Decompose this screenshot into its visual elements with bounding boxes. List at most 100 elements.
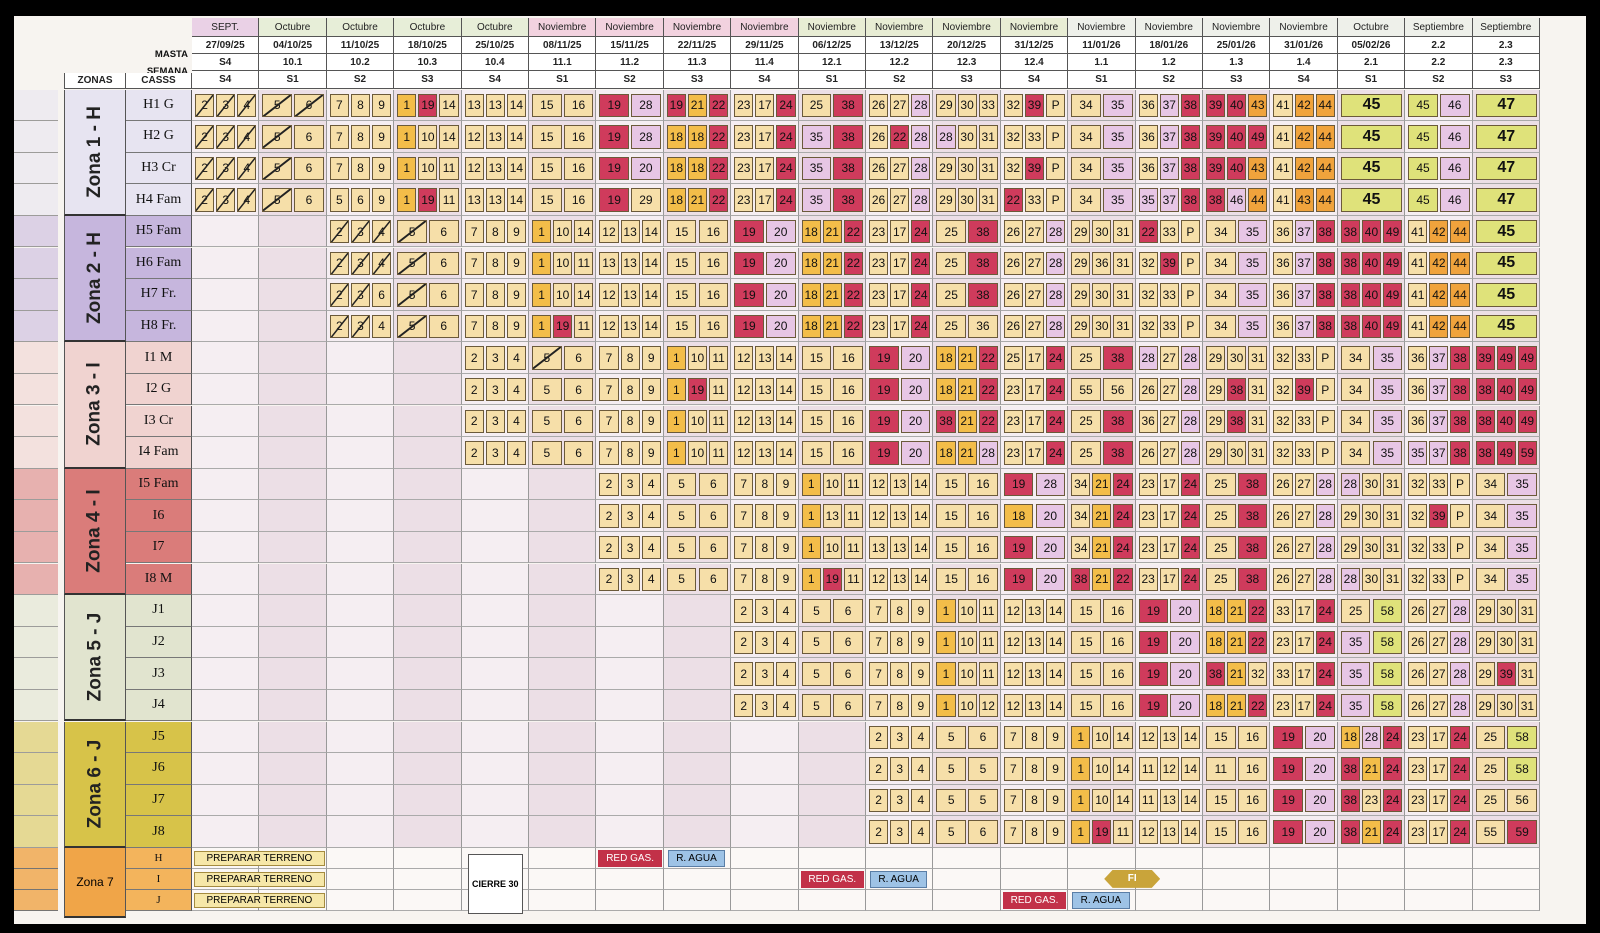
task-box: 30 — [1361, 472, 1382, 497]
task-box: 19 — [1092, 820, 1112, 844]
task-box: 45 — [1475, 283, 1537, 307]
masta-header: 11.4 — [731, 54, 799, 71]
task-box: 21 — [957, 409, 977, 434]
task-box: 22 — [1138, 219, 1158, 244]
task-box: 28 — [1315, 472, 1335, 497]
task-box: 23 — [1138, 504, 1158, 528]
task-box: 24 — [1180, 472, 1200, 497]
grid-cell — [259, 563, 327, 596]
grid-cell — [394, 626, 462, 659]
task-box: 7 — [734, 504, 754, 528]
task-box: 3 — [890, 757, 910, 781]
task-box: 6 — [294, 93, 324, 118]
task-box: 44 — [1315, 93, 1335, 118]
zone7-row-label: J — [126, 889, 192, 911]
task-box: 10 — [418, 125, 438, 149]
task-box: 22 — [978, 377, 998, 402]
task-box: P — [1180, 283, 1200, 307]
month-header: Noviembre — [596, 18, 664, 37]
task-box: 28 — [1450, 662, 1470, 686]
task-box: 5 — [666, 567, 697, 592]
task-box: 16 — [833, 441, 863, 465]
task-box: 14 — [641, 283, 661, 307]
task-box: 44 — [1315, 188, 1335, 212]
task-box: 21 — [687, 188, 708, 212]
task-box: 3 — [755, 693, 775, 718]
task-box: 28 — [1450, 693, 1470, 718]
task-box: 4 — [506, 346, 526, 370]
task-box: 21 — [1092, 567, 1112, 592]
task-box: 14 — [776, 377, 796, 402]
task-box: 43 — [1248, 93, 1268, 118]
semana-header: S3 — [1203, 71, 1271, 89]
task-box: 7 — [329, 125, 349, 149]
task-box: 31 — [978, 125, 998, 149]
semana-label: SEMANA — [146, 65, 188, 77]
task-box: 1 — [666, 409, 686, 434]
task-box: 3 — [216, 188, 236, 212]
house-label: I5 Fam — [126, 468, 192, 501]
row-stub — [14, 721, 58, 754]
task-box: 3 — [890, 820, 910, 844]
schedule-sheet: SEPT. 27/09/25 S4 S4 Octubre 04/10/25 10.1 S1 Oc… — [14, 16, 1586, 924]
semana-header: S2 — [326, 71, 395, 89]
task-box: 19 — [418, 188, 438, 212]
grid-cell — [192, 437, 260, 469]
task-box: 31 — [1383, 504, 1403, 528]
prepare-ground-tag: PREPARAR TERRENO — [194, 850, 325, 866]
zone7-label: Zona 7 — [64, 847, 126, 918]
task-box: 23 — [1361, 788, 1382, 813]
grid-cell — [461, 658, 529, 690]
task-box: 24 — [1113, 504, 1133, 528]
task-box: 39 — [1294, 377, 1314, 402]
task-box: 37 — [1159, 125, 1179, 149]
task-box: 20 — [900, 346, 931, 370]
task-box: 49 — [1517, 346, 1537, 370]
task-box: 40 — [1227, 125, 1247, 149]
task-box: 19 — [734, 219, 764, 244]
task-box: 42 — [1294, 125, 1314, 149]
task-box: 34 — [1071, 535, 1091, 560]
task-box: 2 — [464, 377, 484, 402]
task-box: 23 — [734, 156, 754, 181]
task-box: 34 — [1475, 472, 1506, 497]
task-box: 3 — [485, 409, 505, 434]
task-box: 11 — [709, 409, 729, 434]
task-box: 8 — [1024, 725, 1045, 750]
task-box: 39 — [1024, 156, 1045, 181]
task-box: 33 — [1273, 599, 1293, 623]
grid-cell — [192, 342, 260, 374]
task-box: 30 — [1361, 504, 1382, 528]
task-box: 10 — [1092, 788, 1112, 813]
task-box: 28 — [1315, 567, 1335, 592]
water-network-tag: R. AGUA — [1072, 891, 1130, 909]
task-box: 35 — [1340, 693, 1371, 718]
task-box: 5 — [936, 757, 967, 781]
grid-cell — [529, 721, 597, 754]
grid-cell — [394, 689, 462, 722]
semana-header: S3 — [1472, 71, 1540, 89]
task-box: 2 — [195, 125, 215, 149]
task-box: 4 — [641, 472, 661, 497]
task-box: 23 — [734, 125, 754, 149]
task-box: 11 — [978, 662, 998, 686]
task-box: 8 — [1024, 788, 1045, 813]
task-box: 4 — [641, 535, 661, 560]
task-box: 38 — [1475, 409, 1495, 434]
grid-cell — [192, 753, 260, 785]
grid-cell — [259, 721, 327, 754]
task-box: 1 — [666, 441, 686, 465]
task-box: 11 — [978, 630, 998, 655]
task-box: 2 — [869, 725, 889, 750]
task-box: 35 — [1102, 93, 1133, 118]
task-box: 37 — [1429, 441, 1449, 465]
task-box: 22 — [978, 409, 998, 434]
task-box: 17 — [1294, 662, 1314, 686]
task-box: 7 — [464, 283, 484, 307]
task-box: 21 — [687, 93, 708, 118]
task-box: 3 — [350, 251, 371, 276]
task-box: 23 — [1003, 409, 1023, 434]
task-box: 18 — [666, 188, 686, 212]
task-box: 21 — [1092, 472, 1112, 497]
zone7-grid-cell — [1270, 847, 1338, 869]
